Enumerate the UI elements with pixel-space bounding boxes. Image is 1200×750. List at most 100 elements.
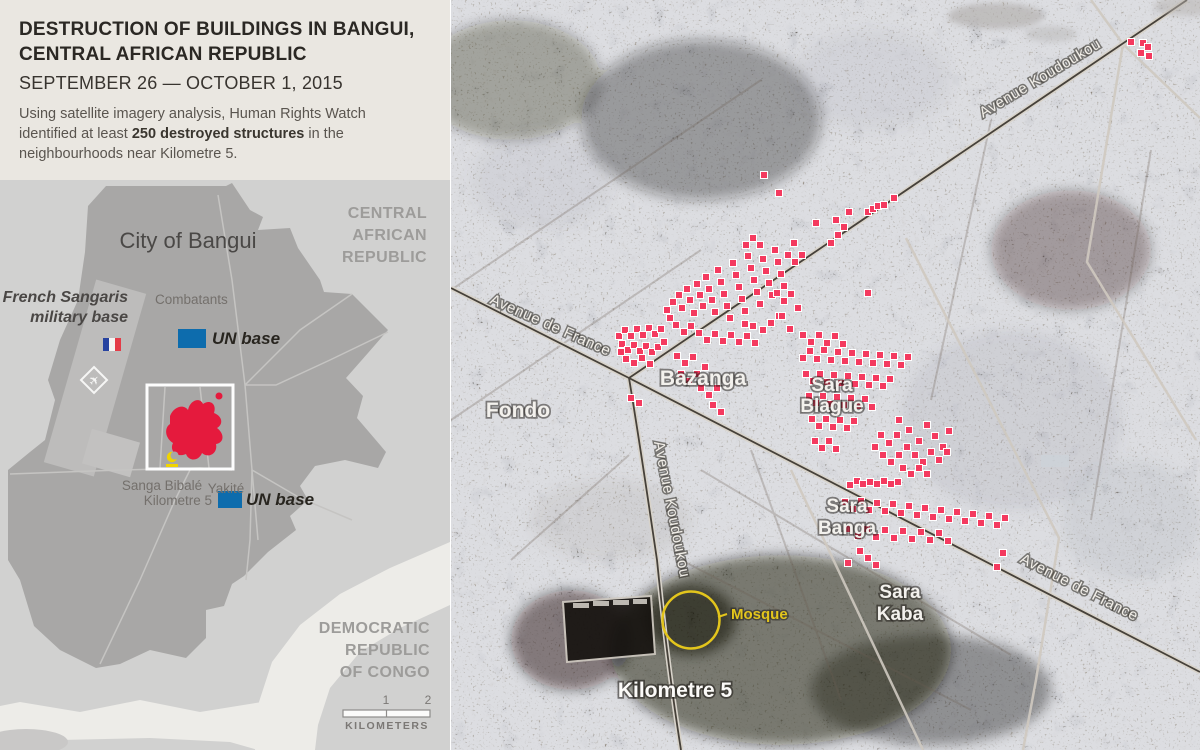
destroyed-structure-marker xyxy=(678,304,686,312)
un-base-label-1: UN base xyxy=(212,329,280,348)
un-base-label-2: UN base xyxy=(246,490,314,509)
destroyed-structure-marker xyxy=(877,431,885,439)
destroyed-structure-marker xyxy=(840,223,848,231)
destroyed-structure-marker xyxy=(767,319,775,327)
destroyed-structure-marker xyxy=(780,282,788,290)
destroyed-structure-marker xyxy=(826,400,834,408)
destroyed-structure-marker xyxy=(832,445,840,453)
destroyed-structure-marker xyxy=(873,480,881,488)
destroyed-structure-marker xyxy=(693,370,701,378)
destroyed-structure-marker xyxy=(879,451,887,459)
destroyed-structure-marker xyxy=(645,324,653,332)
destroyed-structure-marker xyxy=(807,338,815,346)
title-line-1: DESTRUCTION OF BUILDINGS IN BANGUI, xyxy=(19,19,415,40)
destroyed-structure-marker xyxy=(847,394,855,402)
destroyed-structure-marker xyxy=(899,527,907,535)
destroyed-structure-marker xyxy=(881,526,889,534)
destroyed-structure-marker xyxy=(780,297,788,305)
market-compound xyxy=(561,594,657,664)
destroyed-structure-marker xyxy=(832,216,840,224)
destroyed-structure-marker xyxy=(837,379,845,387)
destroyed-structure-marker xyxy=(819,392,827,400)
mosque-icon xyxy=(166,451,179,467)
inset-rectangle xyxy=(145,383,235,471)
destroyed-structure-marker xyxy=(627,394,635,402)
destroyed-structure-marker xyxy=(993,521,1001,529)
destroyed-structure-marker xyxy=(926,536,934,544)
destroyed-structure-marker xyxy=(744,252,752,260)
destroyed-structure-marker xyxy=(630,359,638,367)
destroyed-structure-marker xyxy=(890,194,898,202)
destroyed-structure-marker xyxy=(750,276,758,284)
overview-map: ✈ 1 2 KILOMETERS City of Bangui CENTRAL … xyxy=(0,180,450,750)
destroyed-structure-marker xyxy=(935,456,943,464)
destroyed-structure-marker xyxy=(927,448,935,456)
minor-streets xyxy=(450,79,1152,711)
destroyed-structure-marker xyxy=(784,251,792,259)
destroyed-structure-marker xyxy=(839,340,847,348)
description: Using satellite imagery analysis, Human … xyxy=(19,104,424,164)
destroyed-structure-marker xyxy=(749,322,757,330)
description-bold: 250 destroyed structures xyxy=(131,126,305,143)
destroyed-structure-marker xyxy=(897,509,905,517)
destroyed-structure-marker xyxy=(726,314,734,322)
destroyed-structure-marker xyxy=(845,525,853,533)
destroyed-structure-marker xyxy=(633,325,641,333)
destroyed-structure-marker xyxy=(854,532,862,540)
destroyed-structure-marker xyxy=(753,288,761,296)
destroyed-structure-marker xyxy=(812,219,820,227)
destroyed-structure-marker xyxy=(617,348,625,356)
destroyed-structure-marker xyxy=(899,464,907,472)
destroyed-structure-marker xyxy=(787,290,795,298)
destroyed-structure-marker xyxy=(858,373,866,381)
french-flag-icon xyxy=(103,338,121,351)
destroyed-structure-marker xyxy=(913,511,921,519)
destroyed-structure-marker xyxy=(685,377,693,385)
destroyed-structure-marker xyxy=(729,259,737,267)
destroyed-structure-marker xyxy=(742,241,750,249)
satellite-panel: Mosque Avenue Koudoukou Avenue Koudoukou A… xyxy=(421,0,1200,750)
destroyed-structure-marker xyxy=(760,171,768,179)
left-panel: DESTRUCTION OF BUILDINGS IN BANGUI, CENT… xyxy=(0,0,450,750)
neighborhood-label: Fondo xyxy=(486,399,550,422)
title-line-2: CENTRAL AFRICAN REPUBLIC xyxy=(19,44,307,66)
french-base-label-line1: French Sangaris xyxy=(3,289,128,306)
destroyed-structure-marker xyxy=(872,561,880,569)
destroyed-structure-marker xyxy=(887,480,895,488)
scale-bar: 1 2 KILOMETERS xyxy=(342,693,432,732)
destroyed-structure-marker xyxy=(904,353,912,361)
destroyed-structure-marker xyxy=(622,355,630,363)
destroyed-structure-marker xyxy=(859,480,867,488)
neighborhood-label: Banga xyxy=(818,518,877,539)
destroyed-structure-marker xyxy=(893,431,901,439)
destroyed-structure-marker xyxy=(738,295,746,303)
destroyed-structure-marker xyxy=(759,255,767,263)
destroyed-structure-marker xyxy=(871,443,879,451)
destroyed-structure-marker xyxy=(696,291,704,299)
neighborhood-label: Kaba xyxy=(877,604,924,625)
drc-label-line1: DEMOCRATIC xyxy=(319,620,430,637)
destroyed-structure-marker xyxy=(917,528,925,536)
destroyed-structure-marker xyxy=(861,395,869,403)
scale-tick-1: 1 xyxy=(383,693,390,707)
destroyed-structure-marker xyxy=(775,189,783,197)
destroyed-structure-marker xyxy=(663,306,671,314)
destroyed-structure-marker xyxy=(794,304,802,312)
destroyed-structure-marker xyxy=(881,507,889,515)
destroyed-structure-marker xyxy=(695,329,703,337)
destroyed-structure-marker xyxy=(675,291,683,299)
destroyed-structure-marker xyxy=(825,437,833,445)
destroyed-structure-marker xyxy=(812,399,820,407)
country-label-line1: CENTRAL xyxy=(348,205,427,222)
destroyed-structure-marker xyxy=(747,264,755,272)
destroyed-structure-marker xyxy=(741,320,749,328)
destroyed-structure-marker xyxy=(654,343,662,351)
date-range: SEPTEMBER 26 — OCTOBER 1, 2015 xyxy=(19,73,343,94)
destroyed-structure-marker xyxy=(709,401,717,409)
destroyed-structure-marker xyxy=(854,402,862,410)
destroyed-structure-marker xyxy=(911,451,919,459)
destroyed-structure-marker xyxy=(879,382,887,390)
drc-label-line3: OF CONGO xyxy=(340,664,430,681)
destroyed-structure-marker xyxy=(953,508,961,516)
destroyed-structure-marker xyxy=(905,502,913,510)
